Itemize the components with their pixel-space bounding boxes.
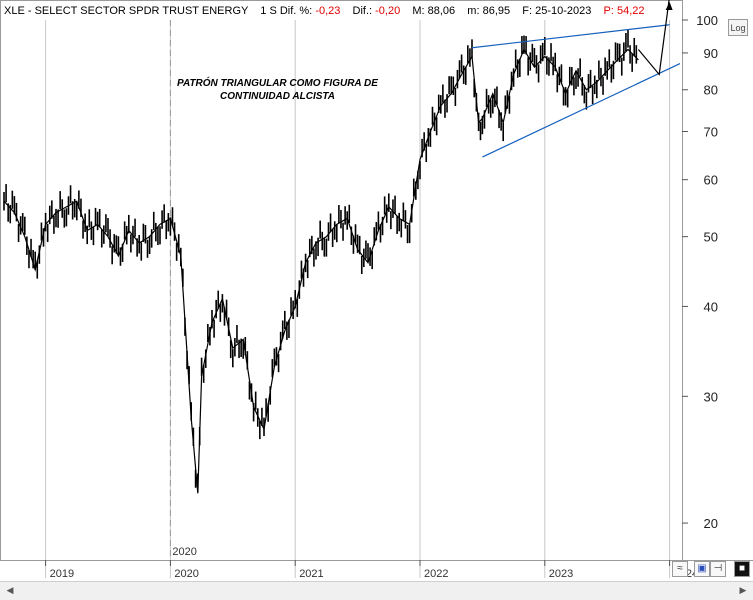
p-value: 54,22 <box>616 5 645 17</box>
log-scale-button[interactable]: Log <box>728 19 748 36</box>
color-scheme-icon[interactable]: ■ <box>734 561 750 577</box>
x-tick-label: 2021 <box>299 568 323 580</box>
y-tick-label: 50 <box>704 230 718 245</box>
dif-label: Dif.: <box>352 5 373 17</box>
p-label: P: <box>603 5 614 17</box>
x-tick-label: 2020 <box>174 568 198 580</box>
projection-arrow <box>637 0 670 76</box>
scroll-right-icon[interactable]: ▶ <box>739 585 747 595</box>
trendline <box>482 62 681 158</box>
y-tick-label: 100 <box>696 13 718 28</box>
y-tick-label: 20 <box>704 516 718 531</box>
save-icon[interactable]: ▣ <box>694 561 710 577</box>
chart-annotation: PATRÓN TRIANGULAR COMO FIGURA DE CONTINU… <box>160 77 395 103</box>
price-axis-panel <box>682 0 753 560</box>
x-tick-label: 2023 <box>549 568 573 580</box>
dif-pct-value: -0,23 <box>315 5 341 17</box>
period: 1 S <box>260 5 277 17</box>
date-label: F: <box>522 5 533 17</box>
separator-label: 2020 <box>172 546 196 558</box>
separator-dash: - <box>27 5 32 17</box>
y-tick-label: 30 <box>704 389 718 404</box>
instrument-name: SELECT SECTOR SPDR TRUST ENERGY <box>34 5 249 17</box>
scroll-left-icon[interactable]: ◀ <box>6 585 14 595</box>
max-label: M: <box>412 5 425 17</box>
y-tick-label: 80 <box>704 83 718 98</box>
x-tick-label: 2019 <box>50 568 74 580</box>
symbol: XLE <box>4 5 25 17</box>
dif-value: -0,20 <box>375 5 401 17</box>
annotation-line-2: CONTINUIDAD ALCISTA <box>220 91 335 102</box>
y-tick-label: 90 <box>704 46 718 61</box>
min-label: m: <box>467 5 480 17</box>
annotation-line-1: PATRÓN TRIANGULAR COMO FIGURA DE <box>177 78 378 89</box>
date-value: 25-10-2023 <box>535 5 592 17</box>
trendline <box>471 24 670 49</box>
price-line <box>3 48 639 494</box>
x-tick-label: 2022 <box>424 568 448 580</box>
dock-icon[interactable]: ⊣ <box>710 561 726 577</box>
y-tick-label: 40 <box>704 299 718 314</box>
horizontal-scrollbar[interactable] <box>0 581 753 600</box>
max-value: 88,06 <box>427 5 456 17</box>
min-value: 86,95 <box>482 5 511 17</box>
dif-pct-label: Dif. %: <box>279 5 313 17</box>
chart-header: XLE - SELECT SECTOR SPDR TRUST ENERGY 1 … <box>4 3 645 19</box>
y-tick-label: 60 <box>704 173 718 188</box>
wave-icon[interactable]: ≈ <box>672 561 688 577</box>
y-tick-label: 70 <box>704 124 718 139</box>
arrow-head <box>665 2 673 10</box>
